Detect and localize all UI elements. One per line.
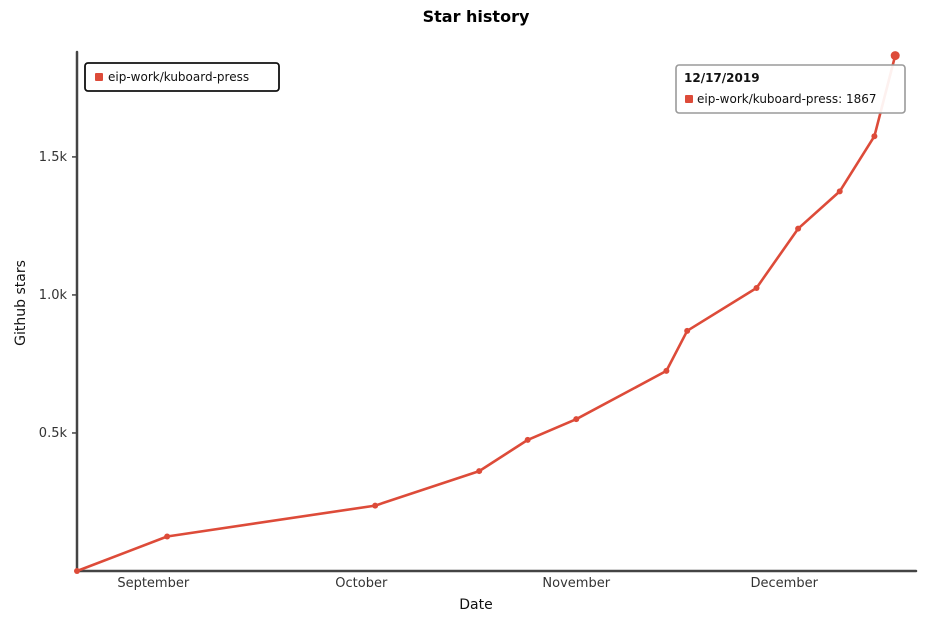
data-point [74, 568, 80, 574]
data-point [573, 416, 580, 423]
data-point [753, 285, 760, 292]
x-tick-label: October [335, 576, 388, 591]
data-point [372, 502, 379, 509]
legend: eip-work/kuboard-press [84, 62, 280, 92]
legend-box [84, 62, 280, 92]
y-tick-label: 1.5k [39, 150, 68, 165]
x-tick-label: December [751, 576, 819, 591]
legend-label: eip-work/kuboard-press [108, 70, 249, 84]
tooltip-swatch [685, 95, 693, 103]
y-axis-label: Github stars [13, 260, 29, 346]
x-tick-label: November [542, 576, 610, 591]
data-point [836, 188, 843, 195]
plot-area [74, 51, 900, 574]
data-point [476, 468, 483, 475]
y-tick-label: 0.5k [39, 426, 68, 441]
tooltip-date: 12/17/2019 [684, 71, 760, 85]
x-tick-label: September [117, 576, 190, 591]
series-line [75, 54, 897, 573]
chart-title: Star history [423, 7, 530, 26]
data-point [890, 51, 900, 61]
legend-swatch [95, 73, 103, 81]
axes [75, 50, 918, 573]
data-point [871, 133, 878, 140]
data-point [663, 367, 670, 374]
tooltip: 12/17/2019 eip-work/kuboard-press: 1867 [675, 64, 906, 114]
data-point [795, 225, 802, 232]
y-tick-label: 1.0k [39, 288, 68, 303]
data-point [684, 327, 691, 334]
tooltip-box [675, 64, 906, 114]
x-axis-label: Date [459, 597, 492, 613]
data-point [524, 436, 531, 443]
data-point [164, 533, 171, 540]
axis-ticks: September October November December 0.5k 1.0k… [39, 150, 819, 591]
tooltip-value: eip-work/kuboard-press: 1867 [697, 92, 876, 106]
